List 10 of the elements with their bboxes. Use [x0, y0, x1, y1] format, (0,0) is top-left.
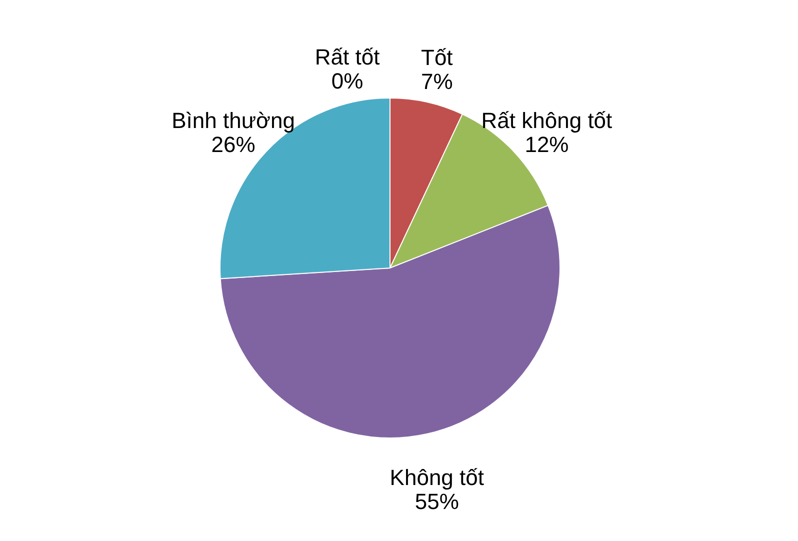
data-label: 7%	[421, 69, 453, 94]
data-label: 55%	[414, 488, 459, 514]
slice-label: Rất không tốt	[481, 108, 612, 133]
slice-label: Tốt	[421, 45, 453, 70]
data-label: 12%	[524, 132, 569, 157]
slice-label: Không tốt	[390, 464, 484, 490]
data-label: 26%	[211, 132, 256, 157]
slice-label: Bình thường	[172, 108, 295, 133]
category-label: Rất tốt	[314, 44, 380, 70]
text: 0%	[331, 68, 364, 94]
